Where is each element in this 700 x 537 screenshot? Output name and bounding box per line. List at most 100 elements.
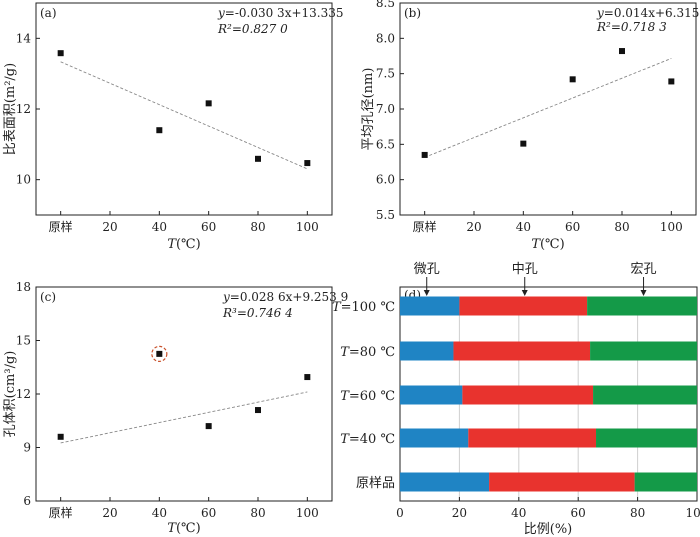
panel-c-y-tick-label: 18 (16, 280, 31, 294)
panel-b-ticks: 原样 20 40 60 80 100 5.5 6.0 6.5 7.0 7.5 8.0 8.5 (376, 0, 683, 234)
panel-b-frame (399, 2, 697, 216)
panel-d-bar-segment (400, 385, 463, 405)
panel-b-xlabel: T(℃) (531, 237, 564, 252)
panel-b-y-tick-label: 5.5 (376, 208, 395, 222)
panel-a-y-tick-label: 14 (16, 31, 32, 45)
panel-b-ylabel: 平均孔径(nm) (361, 68, 376, 151)
panel-c-y-tick-label: 15 (16, 334, 31, 348)
panel-b-y-tick-label: 8.5 (376, 0, 395, 10)
panel-c-ticks: 原样 20 40 60 80 100 6 9 12 15 18 (16, 280, 319, 520)
panel-c-x-tick-label: 40 (152, 506, 167, 520)
panel-b-data-point (569, 76, 576, 83)
panel-d-bar-segment (593, 385, 697, 405)
panel-b-x-tick-label: 60 (565, 220, 580, 234)
panel-b-equation: y=0.014x+6.315 5 (596, 6, 700, 20)
panel-b-equation-y: y (596, 6, 604, 20)
panel-d-x-tick-label: 60 (571, 506, 586, 520)
panel-b-equation-rest: =0.014x+6.315 5 (604, 6, 700, 20)
panel-a-data-point (156, 127, 163, 134)
panel-c-equation: y=0.028 6x+9.253 9 (222, 290, 348, 304)
panel-a-x-tick-label: 40 (152, 220, 167, 234)
panel-c-data-point (304, 374, 311, 381)
panel-a-fit-line (60, 61, 308, 170)
panel-d-xlabel: 比例(%) (524, 522, 573, 537)
panel-d-bars (400, 296, 697, 492)
panel-b-data-point (619, 48, 625, 55)
panel-c-x-tick-label: 20 (102, 506, 117, 520)
panel-a-x-tick-label: 100 (296, 220, 319, 234)
panel-d-pointers: 微孔 中孔 宏孔 (414, 262, 657, 296)
panel-c-ylabel: 孔体积(cm³/g) (3, 351, 18, 438)
panel-b-data-point (668, 78, 675, 85)
panel-d-pointer-label: 微孔 (414, 262, 440, 277)
panel-d-pointer-arrowhead (521, 290, 528, 296)
panel-d-category-label: T=80 ℃ (340, 345, 395, 360)
panel-d-ticks: 0 20 40 60 80 100 (396, 497, 700, 520)
panel-d-x-tick-label: 0 (396, 506, 404, 520)
panel-d-pointer-arrowhead (423, 290, 430, 296)
panel-c-x-tick-label: 100 (296, 506, 319, 520)
panel-a-r2: R²=0.827 0 (217, 22, 288, 36)
panel-d-category-label: T=40 ℃ (340, 432, 395, 447)
panel-d-pointer-label: 宏孔 (631, 262, 657, 277)
panel-c-outlier-circle (151, 345, 168, 362)
panel-d-x-tick-label: 20 (452, 506, 467, 520)
panel-d-bar-segment (400, 472, 490, 492)
panel-b-x-tick-label: 原样 (413, 219, 437, 234)
panel-c-r2: R³=0.746 4 (222, 306, 293, 320)
panel-a-xlabel-var: T (167, 237, 177, 252)
panel-c-x-tick-label: 80 (250, 506, 265, 520)
panel-c-equation-rest: =0.028 6x+9.253 9 (230, 290, 348, 304)
panel-b-y-tick-label: 7.0 (376, 102, 395, 116)
panel-a-equation-y: y (217, 6, 225, 20)
panel-a: (a) y=-0.030 3x+13.335 R²=0.827 0 原样 20 40… (3, 2, 344, 252)
panel-a-equation: y=-0.030 3x+13.335 (217, 6, 344, 20)
panel-c-points (57, 345, 311, 440)
panel-c-label: (c) (40, 290, 56, 304)
panel-d-category-label: T=60 ℃ (340, 389, 395, 404)
panel-c-x-tick-label: 60 (201, 506, 216, 520)
panel-d-bar-segment (462, 385, 594, 405)
panel-c: (c) y=0.028 6x+9.253 9 R³=0.746 4 原样 20 40… (3, 280, 348, 536)
panel-d-bar-segment (400, 296, 460, 316)
panel-d-bar-segment (453, 341, 591, 361)
panel-a-points (57, 50, 311, 167)
panel-b-y-tick-label: 6.0 (376, 173, 395, 187)
panel-a-x-tick-label: 80 (250, 220, 265, 234)
panel-b-xlabel-var: T (531, 237, 541, 252)
panel-a-x-tick-label: 60 (201, 220, 216, 234)
panel-c-data-point (205, 423, 212, 430)
panel-a-data-point (304, 160, 311, 167)
panel-a-xlabel: T(℃) (167, 237, 200, 252)
panel-a-y-tick-label: 12 (16, 102, 31, 116)
panel-d-bar-segment (468, 428, 597, 448)
panel-b-xlabel-unit: (℃) (540, 237, 565, 252)
panel-a-x-tick-label: 20 (102, 220, 117, 234)
panel-a-data-point (255, 155, 261, 162)
panel-b-data-point (421, 151, 428, 158)
panel-d-bar-segment (634, 472, 697, 492)
panel-d-category-label: T=100 ℃ (332, 300, 395, 315)
panel-d-x-tick-label: 100 (686, 506, 700, 520)
panel-a-xlabel-unit: (℃) (176, 237, 201, 252)
panel-a-label: (a) (40, 6, 57, 20)
panel-c-equation-y: y (222, 290, 230, 304)
panel-b-y-tick-label: 7.5 (376, 67, 395, 81)
panel-c-y-tick-label: 6 (23, 494, 31, 508)
panel-c-xlabel-unit: (℃) (176, 521, 201, 536)
panel-c-data-point (255, 407, 261, 414)
panel-b-x-tick-label: 80 (614, 220, 629, 234)
panel-d-bar-segment (590, 341, 697, 361)
panel-c-y-tick-label: 12 (16, 387, 31, 401)
panel-b-fit-line (424, 58, 672, 158)
panel-c-fit-line (60, 391, 308, 444)
panel-b-data-point (520, 140, 527, 147)
panel-b-label: (b) (404, 6, 421, 20)
panel-c-data-point (57, 433, 64, 440)
panel-b-x-tick-label: 20 (466, 220, 481, 234)
panel-b: (b) y=0.014x+6.315 5 R²=0.718 3 原样 20 40 60… (361, 0, 700, 252)
panel-d-bar-segment (400, 428, 469, 448)
panel-a-equation-rest: =-0.030 3x+13.335 (225, 6, 344, 20)
panel-b-r2: R²=0.718 3 (596, 20, 667, 34)
